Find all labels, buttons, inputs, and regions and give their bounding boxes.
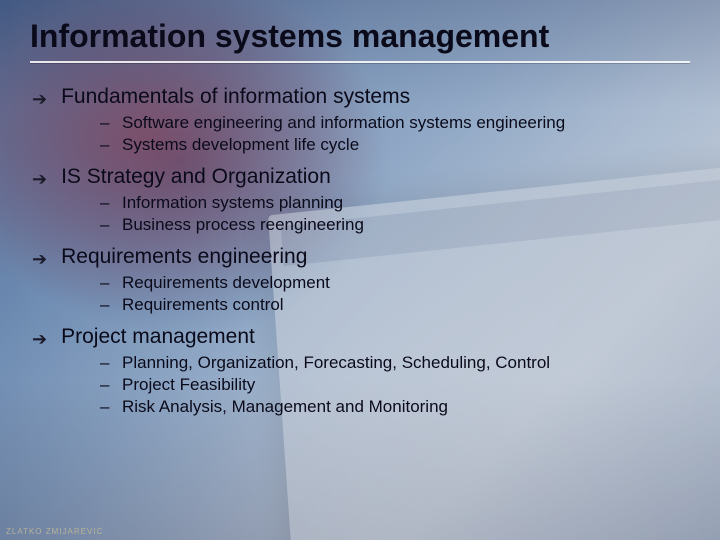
sub-list: – Information systems planning – Busines… [100, 193, 690, 235]
topic-title: Requirements engineering [61, 245, 307, 269]
topic-title: Fundamentals of information systems [61, 85, 410, 109]
topics-list: ➔ Fundamentals of information systems – … [32, 85, 690, 417]
sub-text: Planning, Organization, Forecasting, Sch… [122, 353, 550, 373]
topic-head: ➔ IS Strategy and Organization [32, 165, 690, 189]
topic-title: IS Strategy and Organization [61, 165, 331, 189]
topic-item: ➔ Fundamentals of information systems – … [32, 85, 690, 155]
sub-item: – Project Feasibility [100, 375, 690, 395]
slide: Information systems management ➔ Fundame… [0, 0, 720, 540]
dash-bullet-icon: – [100, 215, 110, 235]
sub-text: Systems development life cycle [122, 135, 359, 155]
dash-bullet-icon: – [100, 273, 110, 293]
dash-bullet-icon: – [100, 295, 110, 315]
dash-bullet-icon: – [100, 397, 110, 417]
topic-head: ➔ Fundamentals of information systems [32, 85, 690, 109]
arrow-bullet-icon: ➔ [32, 330, 47, 348]
sub-item: – Software engineering and information s… [100, 113, 690, 133]
sub-item: – Requirements control [100, 295, 690, 315]
sub-text: Information systems planning [122, 193, 343, 213]
sub-list: – Software engineering and information s… [100, 113, 690, 155]
sub-text: Requirements development [122, 273, 330, 293]
title-rule [30, 61, 690, 63]
topic-item: ➔ Project management – Planning, Organiz… [32, 325, 690, 417]
dash-bullet-icon: – [100, 193, 110, 213]
arrow-bullet-icon: ➔ [32, 250, 47, 268]
dash-bullet-icon: – [100, 353, 110, 373]
topic-head: ➔ Project management [32, 325, 690, 349]
footer-credit: ZLATKO ZMIJAREVIC [6, 527, 103, 536]
dash-bullet-icon: – [100, 375, 110, 395]
sub-list: – Planning, Organization, Forecasting, S… [100, 353, 690, 417]
sub-list: – Requirements development – Requirement… [100, 273, 690, 315]
sub-item: – Information systems planning [100, 193, 690, 213]
sub-text: Risk Analysis, Management and Monitoring [122, 397, 448, 417]
dash-bullet-icon: – [100, 135, 110, 155]
dash-bullet-icon: – [100, 113, 110, 133]
sub-text: Business process reengineering [122, 215, 364, 235]
sub-text: Project Feasibility [122, 375, 255, 395]
slide-title: Information systems management [30, 18, 690, 55]
sub-text: Software engineering and information sys… [122, 113, 565, 133]
topic-item: ➔ IS Strategy and Organization – Informa… [32, 165, 690, 235]
sub-item: – Planning, Organization, Forecasting, S… [100, 353, 690, 373]
topic-item: ➔ Requirements engineering – Requirement… [32, 245, 690, 315]
sub-item: – Systems development life cycle [100, 135, 690, 155]
sub-item: – Business process reengineering [100, 215, 690, 235]
arrow-bullet-icon: ➔ [32, 170, 47, 188]
topic-head: ➔ Requirements engineering [32, 245, 690, 269]
slide-content: Information systems management ➔ Fundame… [0, 0, 720, 417]
sub-item: – Risk Analysis, Management and Monitori… [100, 397, 690, 417]
sub-item: – Requirements development [100, 273, 690, 293]
topic-title: Project management [61, 325, 255, 349]
sub-text: Requirements control [122, 295, 284, 315]
arrow-bullet-icon: ➔ [32, 90, 47, 108]
